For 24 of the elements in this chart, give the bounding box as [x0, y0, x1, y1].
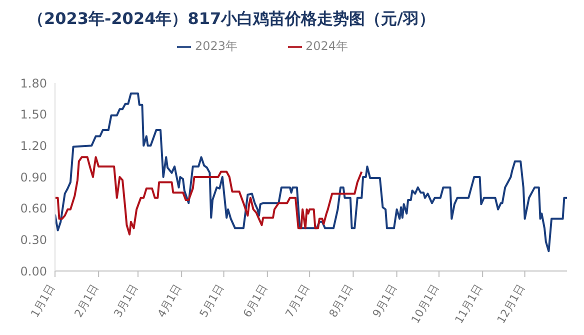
x-tick-label: 12月1日 [494, 282, 528, 326]
x-tick-label: 10月1日 [408, 282, 442, 326]
legend-label: 2023年 [194, 39, 238, 53]
y-tick-label: 0.30 [20, 232, 47, 247]
y-tick-label: 0.00 [20, 264, 47, 278]
x-tick-label: 5月1日 [197, 282, 226, 320]
x-tick-label: 9月1日 [370, 282, 400, 320]
x-tick-label: 3月1日 [111, 282, 141, 320]
chart-title: （2023年-2024年）817小白鸡苗价格走势图（元/羽） [27, 8, 436, 30]
x-tick-label: 2月1日 [72, 282, 102, 320]
y-tick-label: 1.20 [20, 138, 47, 153]
x-tick-label: 8月1日 [326, 282, 356, 320]
x-tick-label: 7月1日 [282, 282, 312, 320]
x-tick-label: 4月1日 [154, 282, 184, 320]
y-tick-label: 1.50 [20, 108, 47, 122]
line-series [55, 156, 363, 236]
y-tick-label: 0.90 [20, 170, 47, 184]
y-tick-label: 0.60 [20, 202, 47, 216]
x-tick-label: 11月1日 [452, 282, 486, 326]
line-series [55, 92, 567, 252]
y-tick-label: 1.80 [20, 76, 47, 90]
x-tick-label: 1月1日 [28, 282, 58, 320]
legend-label: 2024年 [306, 39, 348, 53]
x-tick-label: 6月1日 [240, 282, 270, 320]
